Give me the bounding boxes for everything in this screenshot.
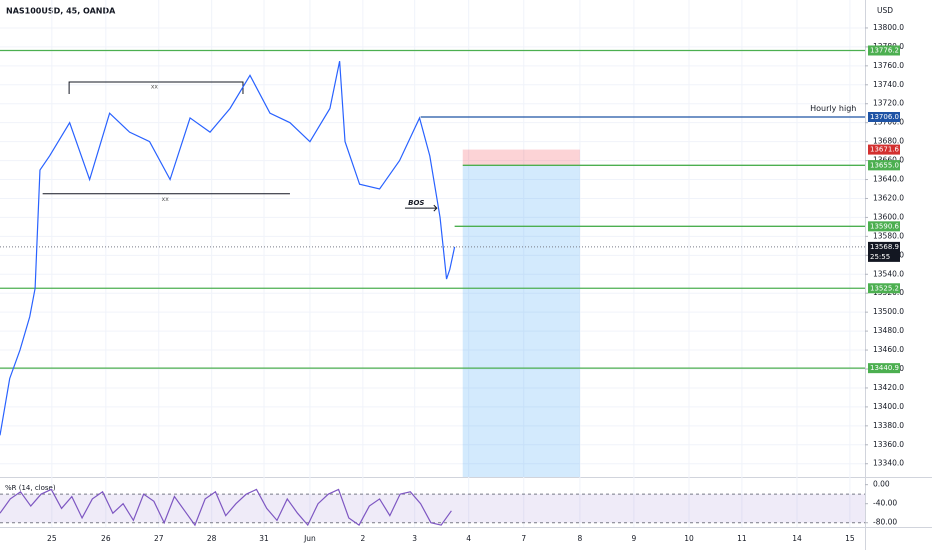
- x-tick-label: 11: [737, 534, 747, 543]
- x-tick-label: 4: [466, 534, 471, 543]
- x-tick-label: 14: [792, 534, 802, 543]
- x-tick-label: 2: [360, 534, 365, 543]
- y-tick-label: 13500.0: [873, 307, 904, 316]
- x-tick-label: 27: [154, 534, 164, 543]
- level-label-box: [868, 363, 900, 374]
- y-tick-label: 13720.0: [873, 99, 904, 108]
- level-label: 13706.0: [870, 113, 899, 121]
- y-tick-label: 13600.0: [873, 212, 904, 221]
- y-tick-label: 13640.0: [873, 175, 904, 184]
- annotation: xx: [162, 196, 170, 203]
- x-tick-label: 7: [521, 534, 526, 543]
- y-tick-label: 13580.0: [873, 231, 904, 240]
- x-tick-label: 26: [101, 534, 111, 543]
- x-tick-label: 25: [47, 534, 57, 543]
- price-line: [0, 60, 456, 436]
- level-label-box: [868, 144, 900, 155]
- annotation: Hourly high: [810, 104, 856, 113]
- bos-arrow: [404, 204, 438, 212]
- y-tick-label: 13540.0: [873, 269, 904, 278]
- y-tick-label: -80.00: [873, 518, 897, 527]
- level-label-box: [868, 221, 900, 232]
- indicator-title: %R (14, close): [5, 484, 56, 492]
- y-tick-label: 13360.0: [873, 440, 904, 449]
- wr-band: [0, 494, 865, 523]
- target-zone: [462, 165, 580, 477]
- x-tick-label: 9: [632, 534, 637, 543]
- y-tick-label: 13660.0: [873, 156, 904, 165]
- price-line: [0, 488, 452, 527]
- level-label-box: [868, 112, 900, 122]
- y-tick-label: 13400.0: [873, 402, 904, 411]
- level-label: 13525.2: [870, 284, 899, 292]
- level-label-box: [868, 160, 900, 171]
- x-tick-label: 8: [578, 534, 583, 543]
- countdown: 25:55: [870, 253, 890, 261]
- x-tick-label: 15: [845, 534, 855, 543]
- y-tick-label: 13700.0: [873, 118, 904, 127]
- level-label: 13440.9: [870, 364, 899, 372]
- x-tick-label: 31: [259, 534, 269, 543]
- level-label: 13776.2: [870, 46, 899, 54]
- y-tick-label: 13680.0: [873, 137, 904, 146]
- symbol-title: NAS100USD, 45, OANDA: [6, 7, 116, 16]
- y-tick-label: 13740.0: [873, 80, 904, 89]
- y-tick-label: 13620.0: [873, 193, 904, 202]
- annotation: xx: [151, 83, 159, 90]
- y-tick-label: -40.00: [873, 499, 897, 508]
- level-label-box: [868, 45, 900, 56]
- y-tick-label: 0.00: [873, 480, 890, 489]
- level-label-box: [868, 283, 900, 294]
- y-tick-label: 13340.0: [873, 459, 904, 468]
- y-tick-label: 13800.0: [873, 23, 904, 32]
- last-price-box: [868, 241, 900, 262]
- x-tick-label: Jun: [303, 534, 316, 543]
- y-tick-label: 13460.0: [873, 345, 904, 354]
- level-label: 13590.6: [870, 222, 899, 230]
- level-label: 13655.0: [870, 161, 899, 169]
- currency: USD: [877, 6, 893, 15]
- stop-zone: [462, 149, 580, 166]
- level-label: 13671.6: [870, 146, 899, 154]
- y-tick-label: 13480.0: [873, 326, 904, 335]
- last-price-label: 13568.9: [870, 243, 899, 251]
- y-tick-label: 13760.0: [873, 61, 904, 70]
- x-tick-label: 3: [412, 534, 417, 543]
- y-tick-label: 13380.0: [873, 421, 904, 430]
- annotation: BOS: [408, 199, 424, 207]
- x-tick-label: 10: [684, 534, 694, 543]
- y-tick-label: 13420.0: [873, 383, 904, 392]
- x-tick-label: 28: [207, 534, 217, 543]
